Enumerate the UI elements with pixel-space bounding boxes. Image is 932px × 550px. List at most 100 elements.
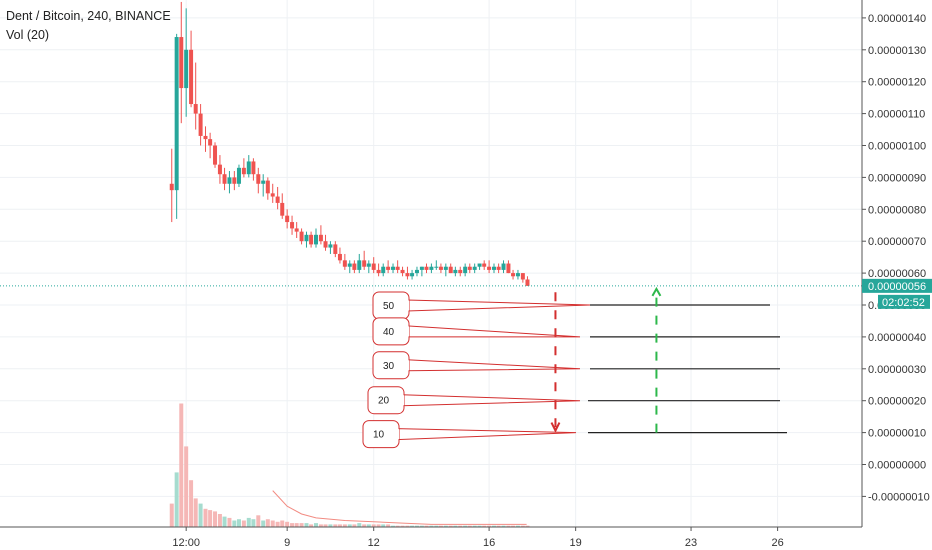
candle-body (492, 266, 497, 270)
volume-bar (520, 525, 525, 527)
volume-bar (515, 525, 520, 527)
candle-body (309, 234, 314, 245)
candle-body (515, 273, 520, 277)
volume-bar (309, 524, 314, 527)
candle-body (256, 174, 261, 184)
volume-bar (285, 521, 290, 527)
volume-bar (328, 524, 333, 527)
y-tick-label: 0.00000010 (868, 428, 926, 440)
volume-layer (169, 403, 530, 527)
volume-bar (265, 519, 270, 527)
candle-body (294, 228, 299, 232)
volume-bar (362, 524, 367, 527)
volume-bar (434, 525, 439, 527)
candle-body (184, 49, 189, 89)
candle-body (347, 263, 352, 267)
countdown-label: 02:02:52 (882, 297, 925, 309)
volume-bar (386, 524, 391, 527)
volume-bar (496, 525, 501, 527)
candle-body (270, 193, 275, 197)
volume-bar (429, 525, 434, 527)
volume-bar (438, 525, 443, 527)
volume-bar (304, 523, 309, 527)
candle-body (222, 174, 227, 184)
candle-body (511, 273, 516, 277)
down-arrow-head (550, 422, 561, 433)
candle-body (463, 266, 468, 274)
candle-body (208, 139, 213, 146)
y-tick-label: 0.00000020 (868, 396, 926, 408)
x-tick-label: 16 (483, 537, 495, 549)
volume-bar (506, 525, 511, 527)
candle-body (525, 279, 530, 286)
volume-bar (213, 511, 218, 527)
volume-ma-line (272, 490, 527, 525)
volume-bar (410, 525, 415, 527)
y-tick-label: 0.00000130 (868, 45, 926, 57)
y-tick-label: 0.00000090 (868, 172, 926, 184)
candle-body (213, 145, 218, 165)
volume-bar (453, 525, 458, 527)
y-tick-label: 0.00000030 (868, 364, 926, 376)
volume-bar (400, 525, 405, 527)
callout-join (406, 360, 409, 371)
volume-bar (323, 524, 328, 527)
volume-bar (227, 517, 232, 527)
volume-bar (217, 514, 222, 527)
y-tick-label: -0.00000010 (868, 491, 930, 503)
volume-bar (314, 523, 318, 527)
candle-body (386, 266, 391, 270)
candle-body (189, 49, 194, 105)
candle-body (193, 104, 198, 114)
candle-body (227, 177, 232, 184)
candle-body (496, 266, 501, 270)
volume-bar (232, 520, 237, 527)
candle-body (342, 260, 347, 267)
callout-join (406, 326, 409, 337)
volume-bar (275, 521, 280, 527)
volume-bar (290, 523, 295, 527)
x-tick-label: 23 (685, 537, 697, 549)
candle-body (169, 183, 174, 191)
candle-body (280, 202, 285, 216)
candle-body (203, 135, 208, 140)
volume-bar (174, 472, 179, 527)
volume-bar (511, 525, 516, 527)
chart-title: Dent / Bitcoin, 240, BINANCE (6, 9, 171, 23)
candle-body (232, 177, 237, 184)
callout-pointer (406, 325, 581, 338)
volume-bar (448, 525, 453, 527)
volume-bar (357, 523, 362, 527)
candle-body (357, 260, 362, 270)
callout-label: 10 (373, 430, 385, 441)
candle-body (318, 234, 323, 242)
volume-bar (395, 525, 400, 527)
callout-label: 20 (378, 396, 390, 407)
candle-body (443, 266, 448, 270)
candle-body (314, 234, 318, 245)
volume-bar (251, 519, 256, 527)
candle-body (241, 167, 246, 175)
y-tick-label: 0.00000000 (868, 460, 926, 472)
volume-bar (179, 403, 184, 527)
y-tick-label: 0.00000100 (868, 141, 926, 153)
annotation-layer: 50 40 30 20 10 (0, 285, 862, 449)
candle-body (337, 253, 342, 261)
candle-body (438, 266, 443, 270)
candle-body (333, 244, 338, 254)
volume-bar (525, 525, 530, 527)
volume-bar (241, 520, 246, 527)
volume-bar (501, 525, 506, 527)
candle-body (477, 263, 482, 267)
candle-body (381, 266, 386, 274)
candle-body (501, 263, 506, 270)
up-arrow-head (651, 286, 662, 297)
candle-body (290, 222, 295, 229)
candle-body (395, 266, 400, 270)
volume-bar (414, 525, 419, 527)
volume-bar (391, 525, 396, 527)
candle-body (458, 269, 463, 274)
candle-body (371, 263, 376, 270)
volume-bar (246, 517, 251, 527)
